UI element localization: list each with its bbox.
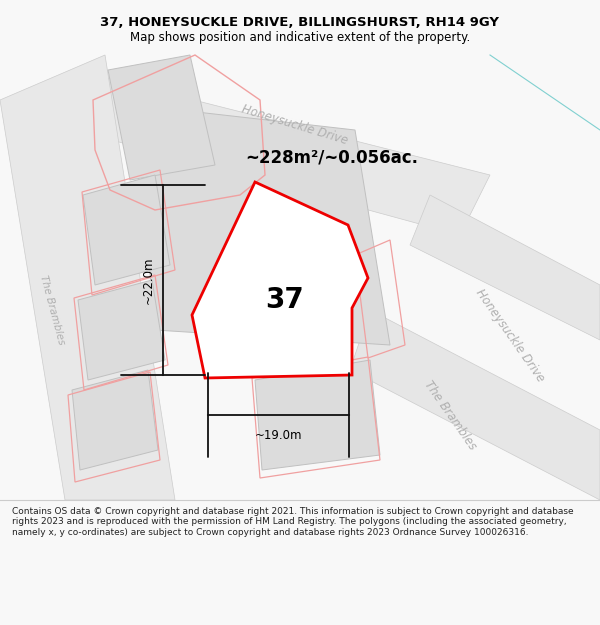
Polygon shape — [255, 360, 380, 470]
Polygon shape — [192, 182, 368, 378]
Polygon shape — [108, 55, 215, 180]
Polygon shape — [410, 195, 600, 340]
Polygon shape — [83, 175, 170, 285]
Text: ~19.0m: ~19.0m — [255, 429, 302, 442]
Text: Contains OS data © Crown copyright and database right 2021. This information is : Contains OS data © Crown copyright and d… — [12, 507, 574, 537]
Text: 37, HONEYSUCKLE DRIVE, BILLINGSHURST, RH14 9GY: 37, HONEYSUCKLE DRIVE, BILLINGSHURST, RH… — [101, 16, 499, 29]
Text: The Brambles: The Brambles — [38, 274, 66, 346]
Text: Map shows position and indicative extent of the property.: Map shows position and indicative extent… — [130, 31, 470, 44]
Polygon shape — [0, 55, 175, 500]
Polygon shape — [135, 105, 390, 345]
Text: Honeysuckle Drive: Honeysuckle Drive — [473, 286, 547, 384]
Text: Honeysuckle Drive: Honeysuckle Drive — [241, 102, 350, 148]
Polygon shape — [78, 280, 165, 380]
Polygon shape — [72, 370, 158, 470]
Polygon shape — [75, 75, 490, 235]
Text: 37: 37 — [266, 286, 304, 314]
Text: ~228m²/~0.056ac.: ~228m²/~0.056ac. — [245, 149, 418, 167]
Text: ~22.0m: ~22.0m — [142, 256, 155, 304]
Polygon shape — [350, 310, 600, 500]
Text: The Brambles: The Brambles — [421, 378, 479, 452]
